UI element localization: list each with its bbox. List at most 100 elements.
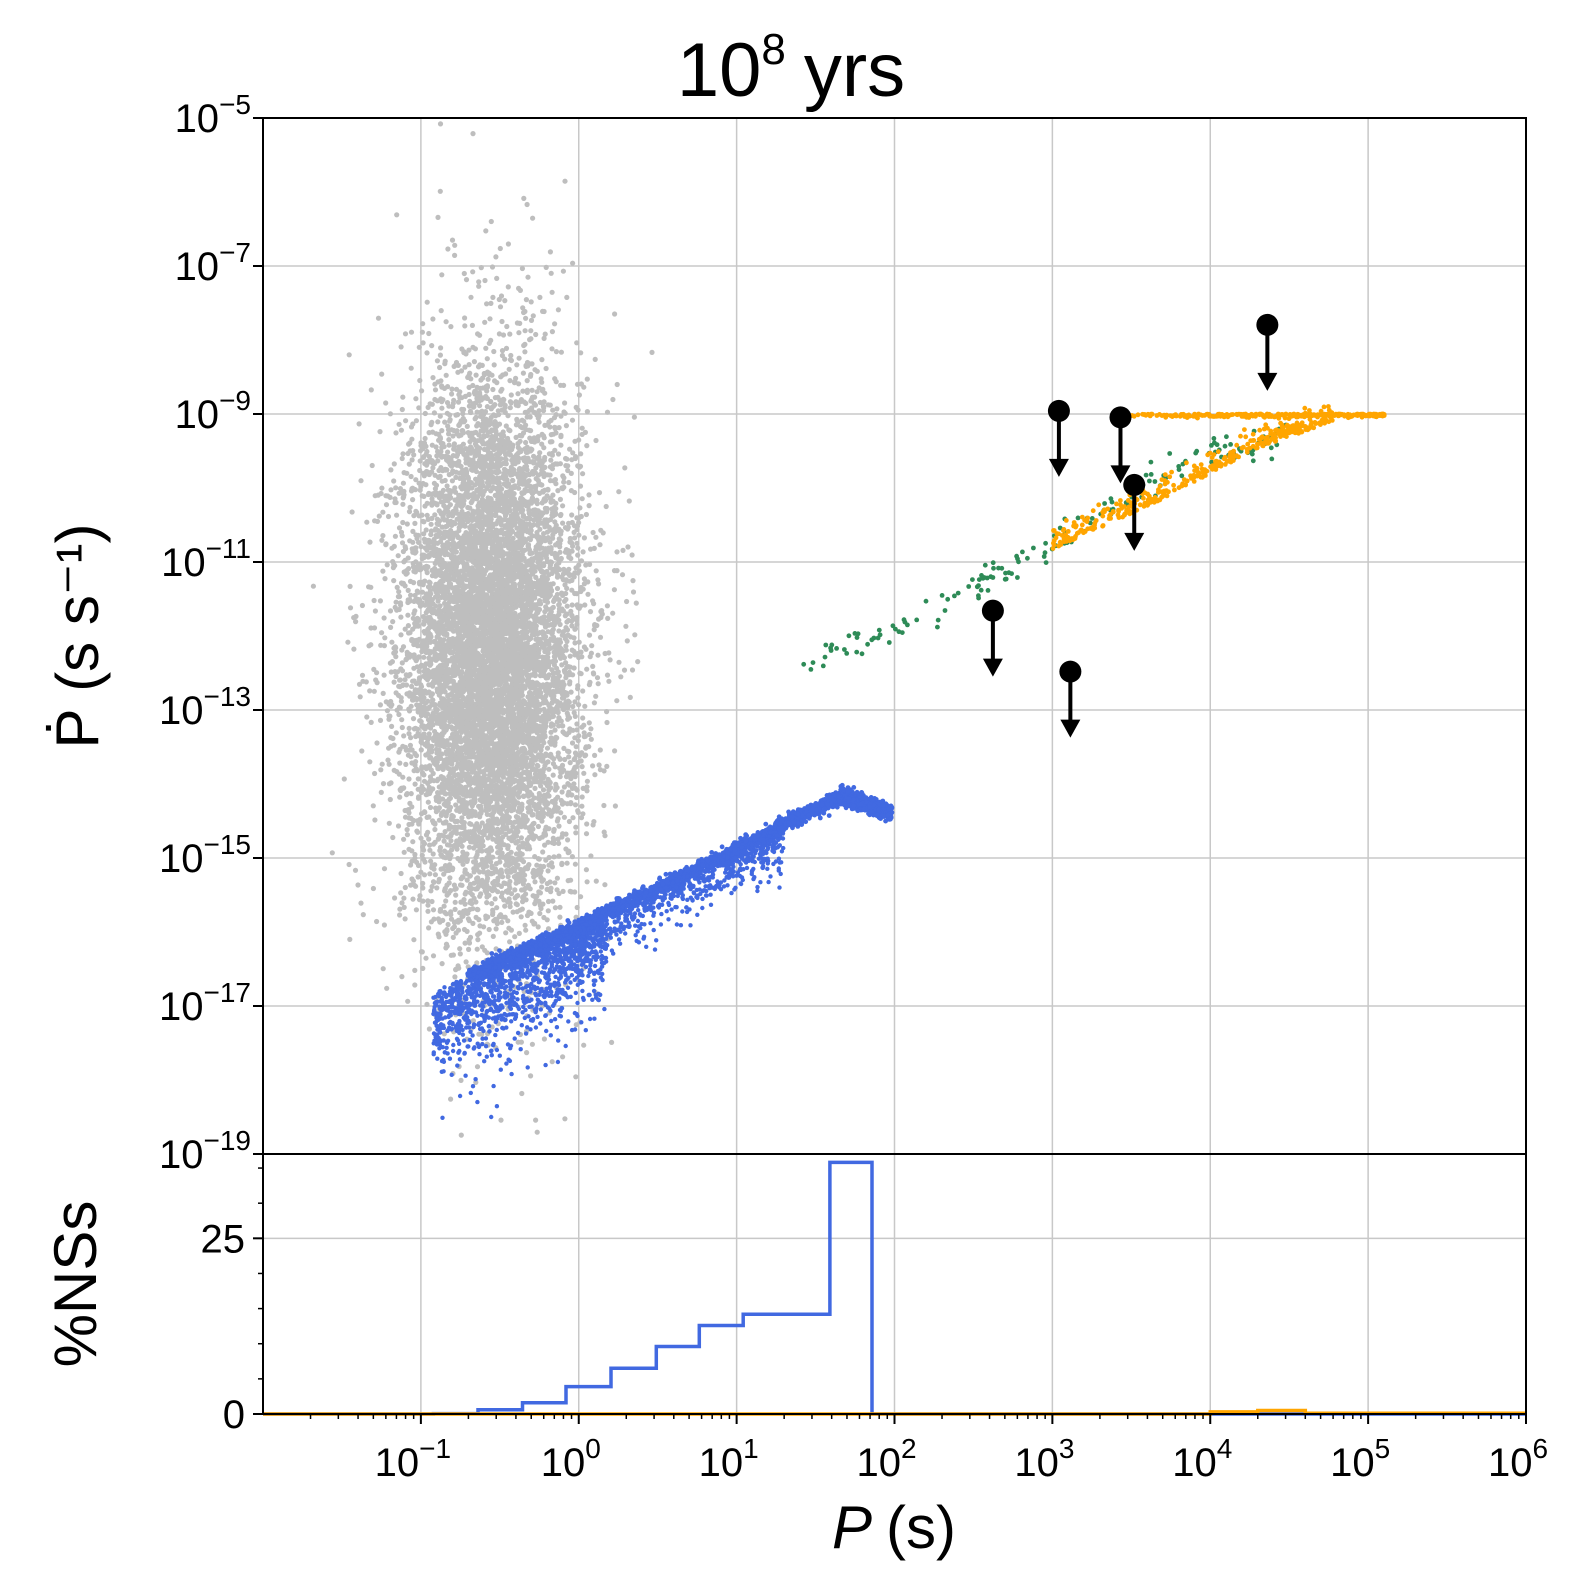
gray-point bbox=[572, 802, 579, 808]
gray-point bbox=[464, 928, 470, 935]
gray-point bbox=[410, 497, 416, 503]
gray-point bbox=[541, 914, 547, 921]
gray-point bbox=[579, 803, 585, 809]
gray-point bbox=[455, 412, 461, 418]
gray-point bbox=[518, 866, 524, 873]
gray-point bbox=[417, 487, 423, 493]
gray-point bbox=[427, 804, 434, 811]
gray-point bbox=[574, 340, 580, 346]
gray-point bbox=[424, 350, 430, 356]
gray-point bbox=[565, 878, 571, 884]
gray-point bbox=[466, 362, 472, 368]
gray-point bbox=[534, 1129, 540, 1135]
gray-point bbox=[559, 789, 565, 795]
gray-point bbox=[418, 544, 424, 550]
gray-point bbox=[389, 723, 395, 730]
gray-point bbox=[588, 650, 595, 656]
gray-point bbox=[481, 869, 487, 875]
gray-point bbox=[351, 646, 357, 652]
gray-point bbox=[411, 937, 417, 943]
gray-point bbox=[618, 674, 624, 680]
gray-point bbox=[573, 830, 579, 836]
gray-point bbox=[549, 329, 556, 335]
gray-point bbox=[452, 899, 458, 905]
gray-point bbox=[562, 178, 568, 184]
gray-point bbox=[516, 930, 522, 937]
gray-point bbox=[439, 961, 445, 967]
gray-point bbox=[523, 422, 529, 428]
gray-point bbox=[503, 930, 509, 936]
gray-point bbox=[605, 615, 611, 622]
gray-point bbox=[397, 794, 403, 800]
gray-point bbox=[520, 370, 527, 376]
gray-point bbox=[520, 388, 526, 394]
gray-point bbox=[596, 581, 602, 587]
gray-point bbox=[587, 609, 594, 615]
gray-point bbox=[438, 866, 444, 872]
gray-point bbox=[569, 512, 575, 518]
gray-point bbox=[505, 241, 511, 247]
gray-point bbox=[577, 505, 583, 511]
gray-point bbox=[408, 329, 415, 335]
gray-point bbox=[558, 442, 564, 448]
gray-point bbox=[518, 914, 524, 920]
gray-point bbox=[388, 487, 394, 493]
gray-point bbox=[563, 423, 570, 429]
gray-point bbox=[416, 668, 422, 674]
gray-point bbox=[499, 919, 505, 926]
gray-point bbox=[426, 1026, 432, 1032]
gray-point bbox=[412, 982, 418, 988]
gray-point bbox=[562, 400, 568, 406]
gray-point bbox=[381, 922, 387, 928]
gray-point bbox=[381, 615, 387, 621]
gray-point bbox=[379, 371, 385, 377]
gray-point bbox=[353, 613, 359, 620]
gray-point bbox=[400, 519, 406, 526]
gray-point bbox=[416, 654, 422, 660]
gray-point bbox=[503, 371, 509, 377]
gray-point bbox=[353, 619, 359, 625]
gray-point bbox=[429, 883, 435, 890]
gray-point bbox=[528, 1073, 534, 1079]
gray-point bbox=[481, 924, 487, 930]
gray-point bbox=[556, 628, 562, 634]
gray-point bbox=[403, 761, 409, 768]
gray-point bbox=[471, 359, 477, 365]
gray-point bbox=[417, 893, 423, 899]
gray-point bbox=[377, 429, 383, 435]
gray-point bbox=[500, 429, 506, 435]
gray-point bbox=[386, 820, 392, 826]
gray-point bbox=[439, 272, 445, 278]
gray-point bbox=[478, 891, 484, 897]
gray-point bbox=[460, 411, 466, 417]
gray-point bbox=[497, 859, 503, 865]
gray-point bbox=[457, 946, 463, 952]
gray-point bbox=[559, 662, 565, 668]
gray-point bbox=[522, 922, 528, 928]
gray-point bbox=[398, 890, 404, 896]
gray-point bbox=[398, 427, 404, 433]
gray-point bbox=[561, 814, 568, 820]
gray-point bbox=[590, 598, 596, 604]
gray-point bbox=[482, 277, 488, 284]
gray-point bbox=[484, 301, 490, 307]
gray-point bbox=[399, 660, 405, 666]
gray-point bbox=[425, 742, 432, 749]
gray-point bbox=[522, 349, 528, 355]
gray-point bbox=[447, 417, 453, 423]
gray-point bbox=[420, 454, 427, 460]
gray-point bbox=[576, 532, 582, 538]
gray-point bbox=[377, 717, 384, 724]
gray-point bbox=[368, 719, 374, 726]
gray-point bbox=[421, 847, 427, 853]
gray-point bbox=[572, 889, 578, 895]
gray-point bbox=[519, 417, 525, 423]
gray-point bbox=[521, 195, 527, 201]
gray-point bbox=[577, 483, 584, 489]
gray-point bbox=[396, 711, 402, 718]
gray-point bbox=[549, 1059, 555, 1065]
gray-point bbox=[496, 459, 502, 465]
gray-point bbox=[630, 589, 637, 595]
gray-point bbox=[586, 492, 592, 498]
gray-point bbox=[502, 298, 508, 304]
